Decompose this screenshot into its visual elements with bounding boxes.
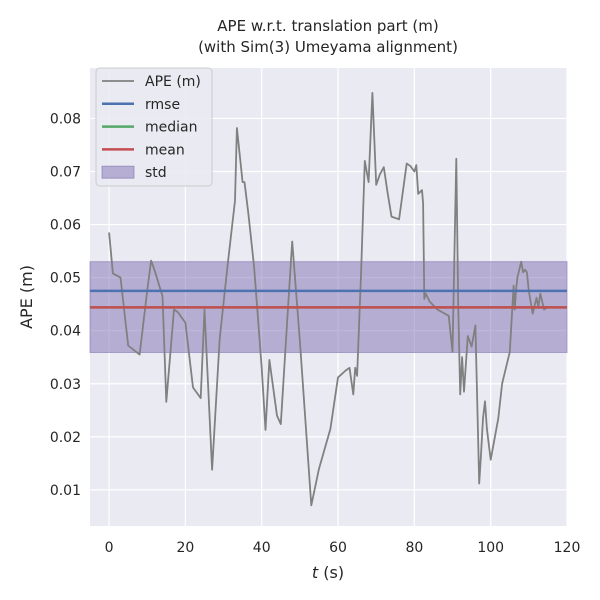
x-tick-label: 60 [329,540,347,556]
legend-label: APE (m) [145,74,201,90]
ape-series-line [108,92,549,507]
chart-title: APE w.r.t. translation part (m) [217,17,438,35]
y-axis-label: APE (m) [17,265,36,329]
y-tick-label: 0.05 [50,271,81,287]
x-tick-label: 0 [105,540,114,556]
x-axis-label-unit: (s) [318,563,344,582]
legend-label: median [145,120,197,136]
y-tick-label: 0.07 [50,164,81,180]
y-tick-labels: 0.01 0.02 0.03 0.04 0.05 0.06 0.07 0.08 [50,111,81,498]
x-axis-label: t (s) [312,563,344,582]
x-tick-label: 120 [554,540,581,556]
x-tick-label: 80 [405,540,423,556]
series-layer [90,92,567,507]
legend-swatch [101,165,135,179]
y-tick-label: 0.08 [50,111,81,127]
x-tick-label: 100 [477,540,504,556]
legend-label: rmse [145,97,180,113]
x-tick-label: 20 [176,540,194,556]
chart-subtitle: (with Sim(3) Umeyama alignment) [198,38,458,56]
y-tick-label: 0.01 [50,483,81,499]
x-tick-label: 40 [253,540,271,556]
x-tick-labels: 0 20 40 60 80 100 120 [105,540,581,556]
y-tick-label: 0.03 [50,377,81,393]
legend: APE (m) rmse median mean std [95,67,213,187]
y-tick-label: 0.06 [50,218,81,234]
x-axis-label-var: t [312,563,319,582]
legend-box [95,67,213,187]
legend-label: mean [145,142,185,158]
y-tick-label: 0.04 [50,324,81,340]
y-tick-label: 0.02 [50,430,81,446]
legend-label: std [145,165,167,181]
